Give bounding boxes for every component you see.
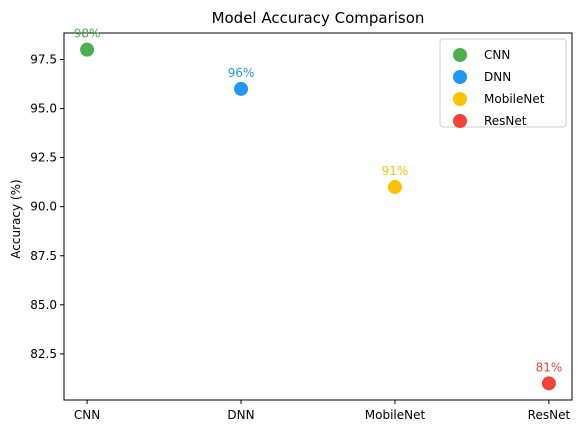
data-point-dnn xyxy=(234,81,249,96)
y-tick-label: 92.5 xyxy=(30,151,57,165)
data-points xyxy=(80,42,556,391)
y-tick-label: 90.0 xyxy=(30,200,57,214)
x-axis-ticks: CNN DNN MobileNet ResNet xyxy=(74,400,571,422)
y-tick-label: 82.5 xyxy=(30,347,57,361)
legend-label-cnn: CNN xyxy=(484,48,510,62)
data-point-mobilenet xyxy=(387,180,402,195)
x-tick-label: ResNet xyxy=(528,408,571,422)
x-tick-label: CNN xyxy=(74,408,100,422)
legend-marker-cnn xyxy=(453,48,467,62)
plot-area xyxy=(63,32,573,401)
legend-marker-resnet xyxy=(453,114,467,128)
chart-title: Model Accuracy Comparison xyxy=(212,9,425,27)
y-axis-label: Accuracy (%) xyxy=(9,179,23,258)
data-point-cnn xyxy=(80,42,95,57)
legend-marker-dnn xyxy=(453,70,467,84)
legend-box xyxy=(439,38,567,128)
legend: CNN DNN MobileNet ResNet xyxy=(439,38,567,128)
y-tick-label: 97.5 xyxy=(30,52,57,66)
legend-label-resnet: ResNet xyxy=(484,114,527,128)
legend-label-mobilenet: MobileNet xyxy=(484,92,545,106)
y-tick-label: 85.0 xyxy=(30,298,57,312)
y-tick-label: 87.5 xyxy=(30,249,57,263)
data-point-resnet xyxy=(541,376,556,391)
data-labels: 98% 96% 91% 81% xyxy=(74,27,562,375)
x-tick-label: MobileNet xyxy=(365,408,426,422)
y-tick-label: 95.0 xyxy=(30,102,57,116)
legend-label-dnn: DNN xyxy=(484,70,511,84)
x-tick-label: DNN xyxy=(227,408,254,422)
legend-marker-mobilenet xyxy=(453,92,467,106)
data-label-dnn: 96% xyxy=(228,66,255,80)
data-label-mobilenet: 91% xyxy=(382,164,409,178)
y-axis-ticks: 82.5 85.0 87.5 90.0 92.5 95.0 97.5 xyxy=(30,52,64,361)
data-label-cnn: 98% xyxy=(74,27,101,41)
data-label-resnet: 81% xyxy=(536,360,563,374)
